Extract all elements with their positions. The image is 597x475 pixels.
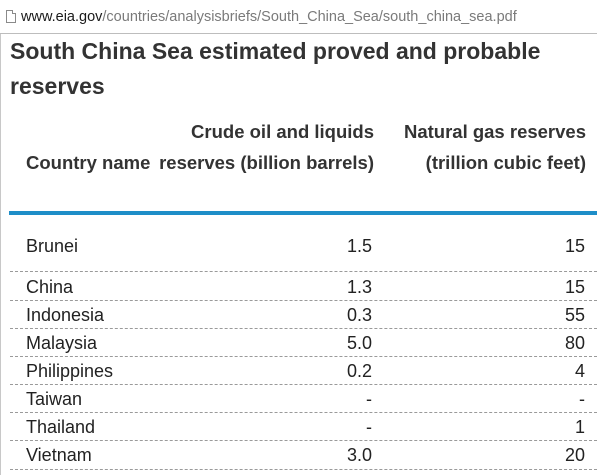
address-bar[interactable]: www.eia.gov/countries/analysisbriefs/Sou… (0, 0, 597, 33)
cell-oil: 0.2 (346, 361, 372, 381)
row-separator (10, 271, 597, 272)
table-row: China 1.3 15 (0, 273, 597, 301)
cell-oil: 0.3 (346, 305, 372, 325)
cell-oil: 1.5 (346, 236, 372, 256)
table-row: Indonesia 0.3 55 (0, 301, 597, 329)
header-oil-reserves: Crude oil and liquids reserves (billion … (159, 121, 374, 173)
cell-country: Vietnam (26, 445, 92, 465)
cell-country: Philippines (26, 361, 114, 381)
row-separator (10, 440, 597, 441)
table-row: Brunei 1.5 15 (0, 232, 597, 260)
url-host: www.eia.gov (21, 8, 103, 25)
table-header: Country name Crude oil and liquids reser… (0, 116, 597, 211)
row-separator (10, 328, 597, 329)
cell-oil: 3.0 (346, 445, 372, 465)
cell-gas: - (579, 389, 585, 409)
header-country: Country name (26, 152, 151, 173)
cell-country: Thailand (26, 417, 96, 437)
header-rule (9, 211, 597, 215)
page-document-icon (6, 10, 16, 23)
row-separator (10, 384, 597, 385)
cell-oil: - (366, 389, 372, 409)
cell-country: Taiwan (26, 389, 83, 409)
cell-gas: 4 (574, 361, 585, 381)
table-row: Malaysia 5.0 80 (0, 329, 597, 357)
cell-country: Brunei (26, 236, 79, 256)
table-row: Taiwan - - (0, 385, 597, 413)
table-title: South China Sea estimated proved and pro… (10, 38, 541, 99)
url-path: /countries/analysisbriefs/South_China_Se… (102, 8, 517, 25)
cell-oil: - (366, 417, 372, 437)
cell-country: China (26, 277, 74, 297)
table-row: Philippines 0.2 4 (0, 357, 597, 385)
table-row: Thailand - 1 (0, 413, 597, 441)
cell-gas: 80 (564, 333, 585, 353)
cell-gas: 55 (564, 305, 585, 325)
cell-gas: 15 (564, 236, 585, 256)
cell-gas: 20 (564, 445, 585, 465)
address-bar-divider (0, 33, 597, 34)
row-separator (10, 412, 597, 413)
row-separator (10, 469, 597, 470)
table-row: Vietnam 3.0 20 (0, 441, 597, 469)
header-gas-reserves: Natural gas reserves (trillion cubic fee… (403, 121, 586, 173)
cell-oil: 1.3 (346, 277, 372, 297)
row-separator (10, 356, 597, 357)
cell-country: Indonesia (26, 305, 105, 325)
document-left-edge (0, 34, 1, 475)
cell-oil: 5.0 (346, 333, 372, 353)
cell-country: Malaysia (26, 333, 98, 353)
row-separator (10, 300, 597, 301)
cell-gas: 1 (574, 417, 585, 437)
cell-gas: 15 (564, 277, 585, 297)
url-text[interactable]: www.eia.gov/countries/analysisbriefs/Sou… (21, 9, 517, 25)
